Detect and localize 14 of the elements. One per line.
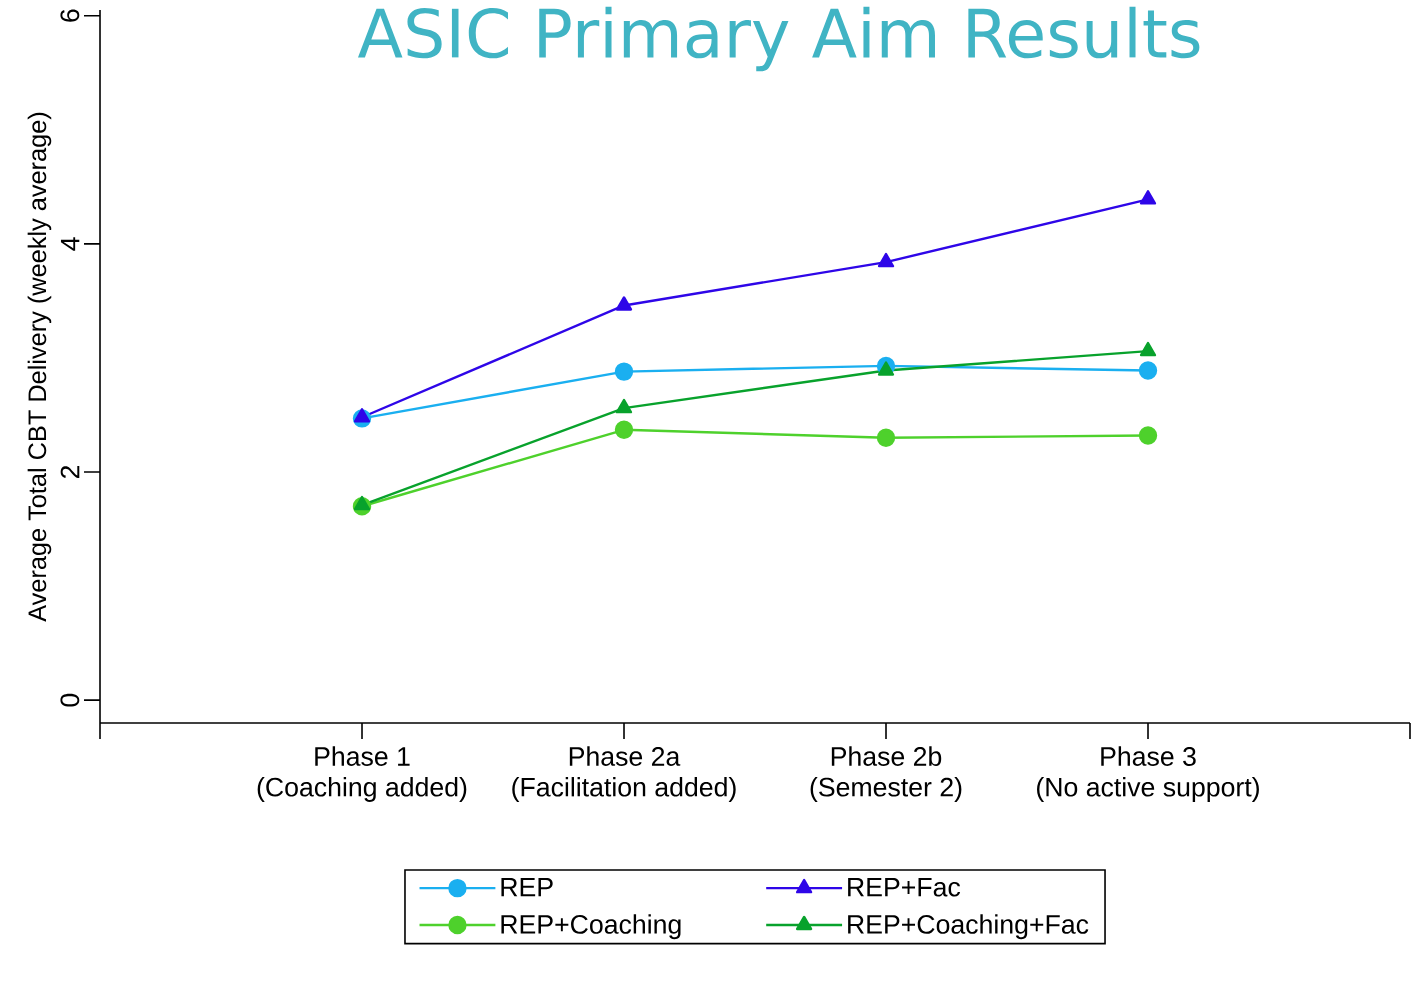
y-tick-label: 6: [60, 9, 80, 22]
x-tick-label: Phase 2a (Facilitation added): [512, 746, 736, 802]
legend-label: REP+Fac: [848, 877, 961, 897]
x-tick-label: Phase 1 (Coaching added): [257, 746, 467, 802]
y-tick-label: 4: [60, 237, 80, 251]
x-tick-label: Phase 2b (Semester 2): [810, 746, 962, 802]
x-tick-label: Phase 3 (No active support): [1037, 746, 1259, 802]
legend-label: REP: [501, 877, 553, 897]
y-tick-label: 0: [60, 693, 80, 707]
legend-label: REP+Coaching: [501, 914, 681, 940]
y-tick-label: 2: [60, 465, 80, 479]
chart-title: ASIC Primary Aim Results: [357, 6, 1200, 72]
legend-label: REP+Coaching+Fac: [848, 914, 1089, 940]
y-axis-title: Average Total CBT Delivery (weekly average): [27, 112, 52, 622]
